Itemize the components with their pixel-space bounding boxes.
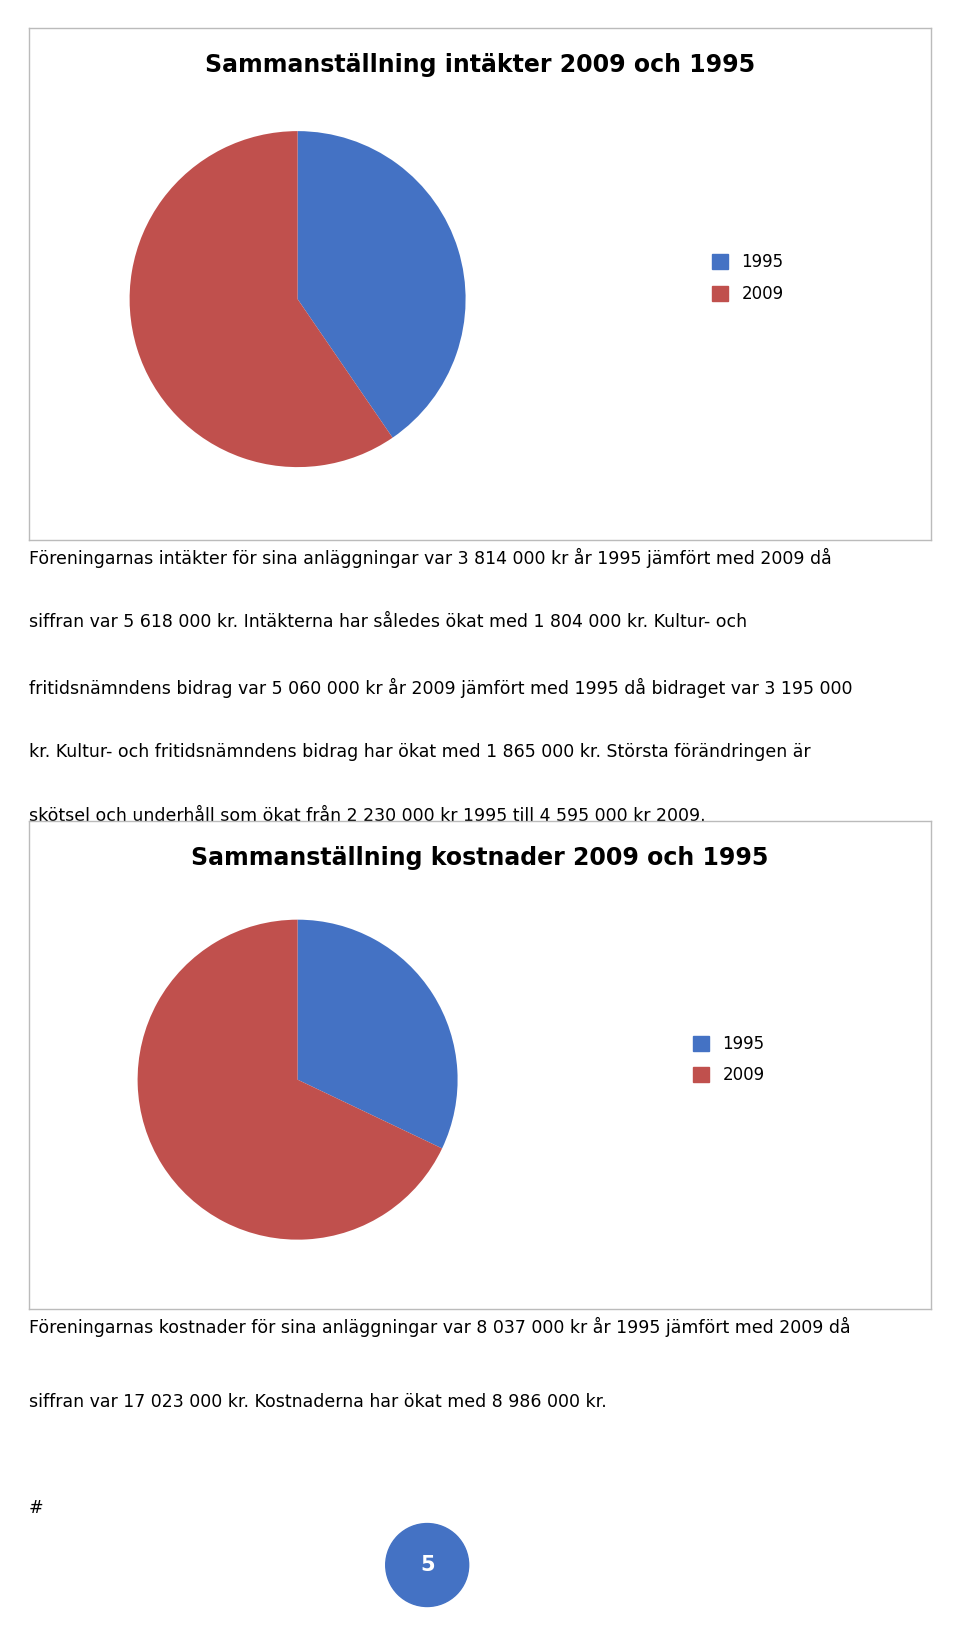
Text: Föreningarnas intäkter för sina anläggningar var 3 814 000 kr år 1995 jämfört me: Föreningarnas intäkter för sina anläggni… <box>29 548 831 567</box>
Text: Sammanställning kostnader 2009 och 1995: Sammanställning kostnader 2009 och 1995 <box>191 846 769 870</box>
Text: Sammanställning intäkter 2009 och 1995: Sammanställning intäkter 2009 och 1995 <box>204 54 756 78</box>
Text: skötsel och underhåll som ökat från 2 230 000 kr 1995 till 4 595 000 kr 2009.: skötsel och underhåll som ökat från 2 23… <box>29 808 706 826</box>
Wedge shape <box>298 132 466 437</box>
Text: siffran var 17 023 000 kr. Kostnaderna har ökat med 8 986 000 kr.: siffran var 17 023 000 kr. Kostnaderna h… <box>29 1393 607 1411</box>
Legend: 1995, 2009: 1995, 2009 <box>705 247 790 309</box>
Text: siffran var 5 618 000 kr. Intäkterna har således ökat med 1 804 000 kr. Kultur- : siffran var 5 618 000 kr. Intäkterna har… <box>29 613 747 631</box>
Wedge shape <box>137 920 442 1239</box>
Circle shape <box>386 1524 468 1606</box>
Text: Föreningarnas kostnader för sina anläggningar var 8 037 000 kr år 1995 jämfört m: Föreningarnas kostnader för sina anläggn… <box>29 1317 851 1337</box>
Text: 5: 5 <box>420 1554 435 1576</box>
Legend: 1995, 2009: 1995, 2009 <box>686 1028 772 1091</box>
Text: kr. Kultur- och fritidsnämndens bidrag har ökat med 1 865 000 kr. Största föränd: kr. Kultur- och fritidsnämndens bidrag h… <box>29 743 810 761</box>
Wedge shape <box>130 132 393 467</box>
Text: fritidsnämndens bidrag var 5 060 000 kr år 2009 jämfört med 1995 då bidraget var: fritidsnämndens bidrag var 5 060 000 kr … <box>29 678 852 698</box>
Text: #: # <box>29 1499 43 1517</box>
Wedge shape <box>298 920 458 1148</box>
